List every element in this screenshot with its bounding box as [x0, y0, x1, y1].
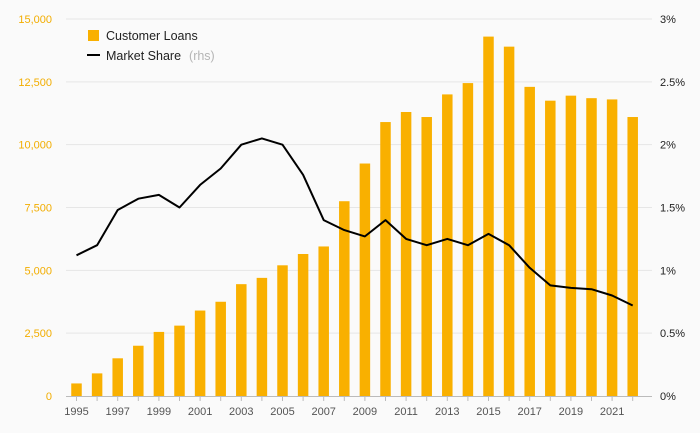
y-right-tick-label: 0%: [660, 391, 676, 403]
x-tick-label: 2005: [270, 406, 294, 418]
x-tick-label: 2015: [476, 406, 500, 418]
bar-customer-loans: [91, 373, 103, 396]
line-market-share: [76, 137, 634, 307]
bar-customer-loans: [400, 111, 412, 396]
y-right-tick-label: 2.5%: [660, 77, 685, 89]
y-right-tick-label: 1%: [660, 265, 676, 277]
legend-label-market-share: Market Share (rhs): [106, 47, 215, 64]
legend-label-market-share-suffix: (rhs): [189, 49, 215, 63]
bar-customer-loans: [565, 95, 577, 396]
y-left-tick-label: 5,000: [24, 265, 52, 277]
y-left-tick-label: 0: [46, 391, 52, 403]
bar-customer-loans: [153, 331, 165, 396]
legend-label-market-share-name: Market Share: [106, 49, 181, 63]
bar-customer-loans: [442, 94, 453, 397]
bar-customer-loans: [297, 253, 309, 396]
bar-customer-loans: [112, 358, 123, 396]
bar-customer-loans: [545, 100, 556, 396]
bar-customer-loans: [339, 201, 350, 396]
y-right-tick-label: 2%: [660, 140, 676, 152]
axes: 0 2,500 5,000 7,500 10,000 12,500 15,000 0% 0.5%…: [18, 14, 685, 418]
bar-customer-loans: [380, 122, 391, 397]
bar-customer-loans: [277, 265, 288, 396]
x-tick-label: 2017: [517, 406, 541, 418]
bar-customer-loans: [194, 310, 206, 396]
x-tick-label: 2013: [435, 406, 459, 418]
bar-customer-loans: [256, 277, 268, 396]
bar-customer-loans: [215, 301, 226, 396]
bar-customer-loans: [236, 284, 247, 396]
bar-customer-loans: [421, 117, 432, 397]
bar-customer-loans: [174, 325, 185, 396]
x-tick-label: 2003: [229, 406, 253, 418]
y-right-tick-label: 0.5%: [660, 328, 685, 340]
x-tick-label: 1995: [64, 406, 88, 418]
y-right-tick-label: 1.5%: [660, 203, 685, 215]
y-left-tick-label: 15,000: [18, 14, 52, 26]
y-left-tick-label: 7,500: [24, 203, 52, 215]
y-left-tick-label: 12,500: [18, 77, 52, 89]
x-tick-label: 1997: [105, 406, 129, 418]
market-share-line: [76, 137, 634, 307]
x-tick-label: 2021: [600, 406, 624, 418]
bar-customer-loans: [71, 383, 82, 396]
x-tick-label: 1999: [147, 406, 171, 418]
x-tick-label: 2001: [188, 406, 212, 418]
bar-customer-loans: [503, 46, 515, 396]
bar-customer-loans: [524, 86, 535, 397]
x-tick-label: 2009: [353, 406, 377, 418]
y-left-tick-label: 2,500: [24, 328, 52, 340]
x-tick-label: 2011: [394, 406, 418, 418]
legend-swatch-customer-loans: [88, 30, 99, 41]
bar-customer-loans: [318, 246, 329, 396]
bar-customer-loans: [133, 345, 144, 396]
gridlines: [66, 18, 652, 334]
bar-customer-loans: [462, 83, 474, 396]
bar-customer-loans: [359, 163, 371, 396]
x-tick-label: 2019: [559, 406, 583, 418]
legend-label-customer-loans: Customer Loans: [106, 29, 198, 43]
bar-customer-loans: [483, 36, 494, 397]
bar-customer-loans: [627, 117, 638, 397]
y-right-tick-label: 3%: [660, 14, 676, 26]
legend: Customer Loans Market Share (rhs): [87, 29, 215, 64]
bar-customer-loans: [606, 99, 618, 396]
x-tick-label: 2007: [311, 406, 335, 418]
bar-customer-loans: [586, 98, 597, 397]
y-left-tick-label: 10,000: [18, 140, 52, 152]
bars: [71, 36, 638, 397]
